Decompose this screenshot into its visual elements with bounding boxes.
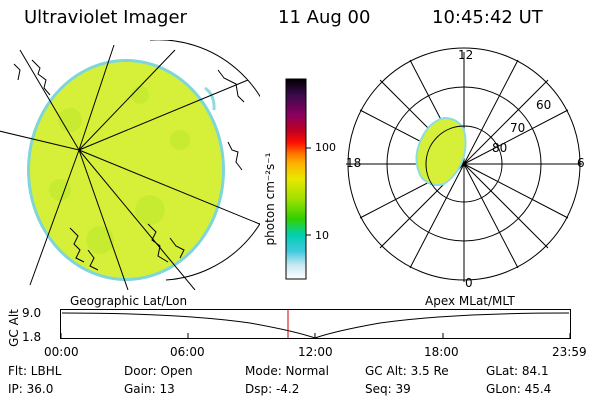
lat-ring-70 [386,86,542,242]
lat-label-70: 70 [510,121,526,135]
date-label: 11 Aug 00 [278,7,371,28]
gain-info: Gain: 13 [124,382,175,396]
gc-alt-info: GC Alt: 3.5 Re [365,364,449,378]
lat-label-80: 80 [492,141,508,155]
lat-ring-60 [347,47,581,281]
uv-image-geographic [0,40,260,290]
geo-latlon-title: Geographic Lat/Lon [70,294,188,308]
time-label: 10:45:42 UT [432,7,543,28]
x-tick-0000: 00:00 [44,345,79,359]
y-tick-1-8: 1.8 [22,330,42,344]
instrument-title: Ultraviolet Imager [24,7,187,28]
gc-alt-axis-label: GC Alt [7,309,21,347]
x-tick-2359: 23:59 [552,345,587,359]
filter-info: Flt: LBHL [8,364,62,378]
lat-label-60: 60 [536,98,552,112]
latlon-grid [0,40,260,290]
apex-mlat-title: Apex MLat/MLT [425,294,515,308]
dsp-info: Dsp: -4.2 [245,382,300,396]
x-tick-0600: 06:00 [170,345,205,359]
y-tick-9: 9.0 [22,306,42,320]
mode-info: Mode: Normal [245,364,329,378]
x-tick-1800: 18:00 [424,345,459,359]
lat-ring-80 [425,125,503,203]
glon-info: GLon: 45.4 [486,382,552,396]
mlt-label-18: 18 [346,156,362,170]
colorbar-tick-10: 10 [315,229,329,242]
x-tick-1200: 12:00 [298,345,333,359]
door-info: Door: Open [124,364,193,378]
colorbar-label: photon cm⁻²s⁻¹ [263,152,277,246]
colorbar-tick-100: 100 [315,141,336,154]
mlt-label-12: 12 [458,48,474,62]
colorbar [285,78,311,280]
uv-disc [30,62,222,278]
altitude-plot [60,309,571,339]
polar-plot [346,47,582,282]
mlt-label-6: 6 [577,156,585,170]
glat-info: GLat: 84.1 [486,364,549,378]
ip-info: IP: 36.0 [8,382,54,396]
mlt-label-0: 0 [465,276,473,290]
polar-auroral-oval [415,116,467,187]
seq-info: Seq: 39 [365,382,411,396]
